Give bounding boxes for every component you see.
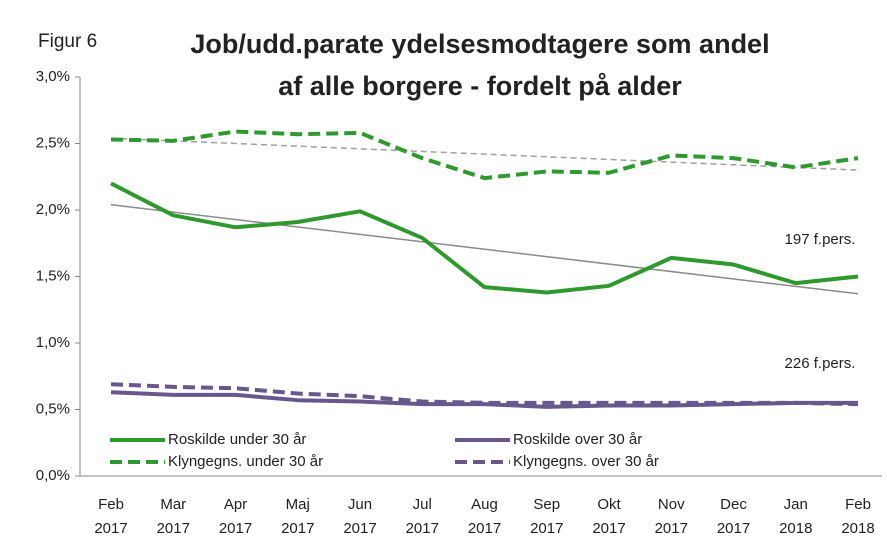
x-tick-label: 2017 [157,520,190,537]
x-tick-label: 2017 [468,520,501,537]
x-tick-label: Jul [413,496,432,513]
y-tick-label: 3,0% [36,68,70,85]
x-tick-label: 2017 [717,520,750,537]
x-tick-label: 2018 [779,520,812,537]
legend-label: Roskilde under 30 år [168,431,306,448]
x-tick-label: 2017 [592,520,625,537]
x-tick-label: Mar [160,496,186,513]
x-tick-label: Aug [471,496,498,513]
x-tick-label: Jan [784,496,808,513]
y-tick-label: 2,5% [36,134,70,151]
y-tick-label: 2,0% [36,201,70,218]
legend-label: Klyngegns. under 30 år [168,453,323,470]
x-tick-label: 2018 [841,520,874,537]
x-tick-label: 2017 [655,520,688,537]
series-line [110,181,859,295]
x-tick-label: Jun [348,496,372,513]
legend-label: Roskilde over 30 år [513,431,642,448]
x-tick-label: Feb [98,496,124,513]
x-tick-label: Feb [845,496,871,513]
y-tick-label: 1,5% [36,267,70,284]
x-tick-label: 2017 [530,520,563,537]
y-tick-label: 0,5% [36,400,70,417]
x-tick-label: Okt [597,496,621,513]
annotation: 197 f.pers. [785,231,856,248]
y-tick-label: 0,0% [36,467,70,484]
x-tick-label: Dec [720,496,747,513]
x-tick-label: 2017 [219,520,252,537]
trend-line [110,137,859,171]
x-tick-label: 2017 [94,520,127,537]
figure-label: Figur 6 [38,31,97,52]
x-tick-label: 2017 [406,520,439,537]
x-tick-label: 2017 [281,520,314,537]
chart-title: Job/udd.parate ydelsesmodtagere som ande… [190,29,769,59]
chart-title: af alle borgere - fordelt på alder [278,71,682,101]
trend-line [110,203,859,295]
x-tick-label: Sep [533,496,560,513]
x-tick-label: Nov [658,496,685,513]
x-tick-label: 2017 [343,520,376,537]
x-tick-label: Apr [224,496,247,513]
x-tick-label: Maj [286,496,310,513]
y-tick-label: 1,0% [36,334,70,351]
series-line [110,382,859,407]
series-line [110,129,859,181]
legend-label: Klyngegns. over 30 år [513,453,659,470]
annotation: 226 f.pers. [785,355,856,372]
